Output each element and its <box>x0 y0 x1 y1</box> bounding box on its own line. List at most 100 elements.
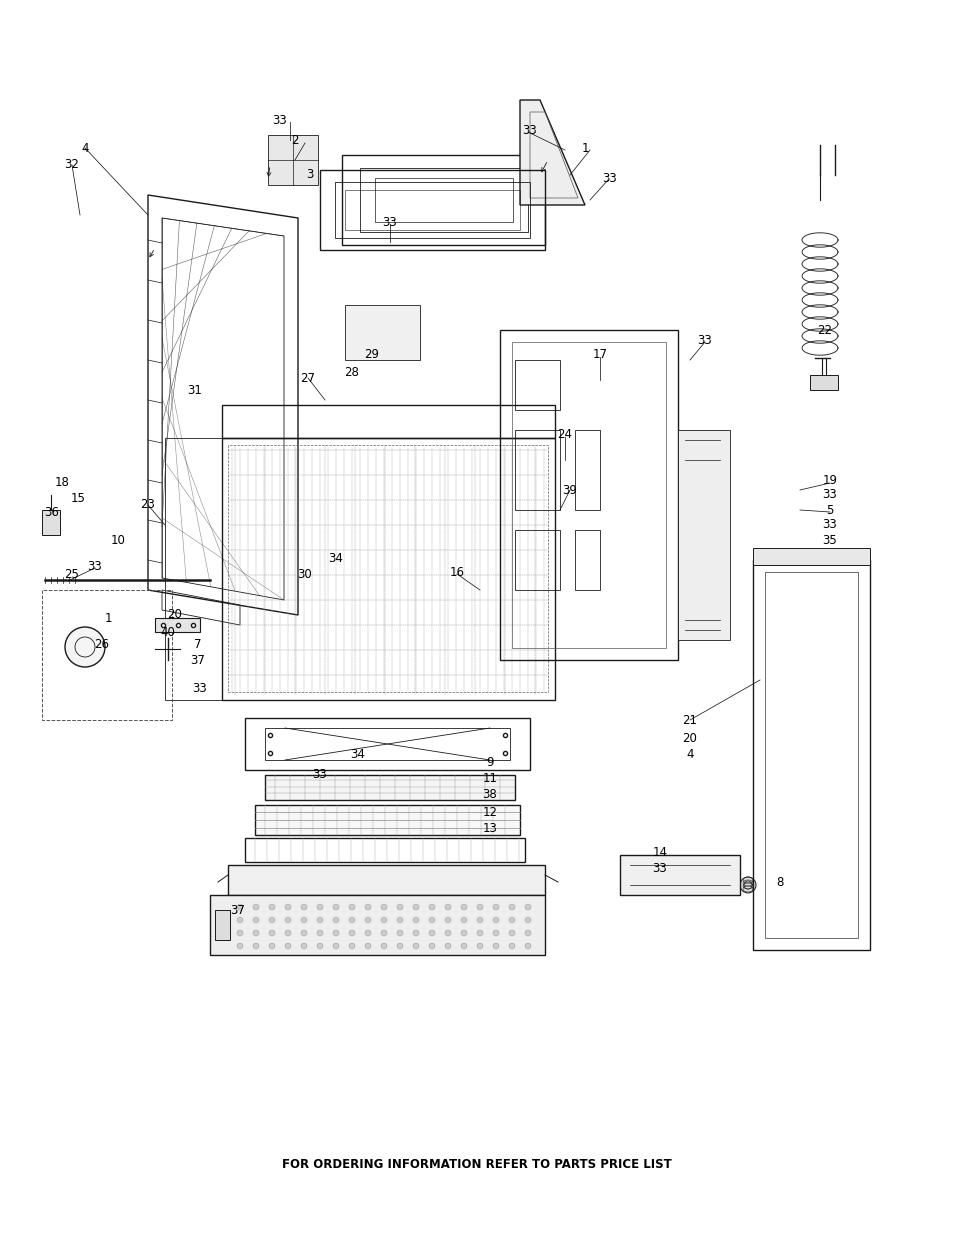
Text: 33: 33 <box>382 216 397 230</box>
Circle shape <box>524 904 531 910</box>
Circle shape <box>380 904 387 910</box>
Text: 4: 4 <box>81 142 89 154</box>
Text: 7: 7 <box>194 638 201 652</box>
Text: 25: 25 <box>65 568 79 582</box>
Text: 36: 36 <box>45 506 59 520</box>
Text: 33: 33 <box>313 768 327 782</box>
Polygon shape <box>752 548 869 564</box>
Text: 33: 33 <box>273 114 287 126</box>
Text: 1: 1 <box>580 142 588 154</box>
Circle shape <box>740 877 755 893</box>
Circle shape <box>316 930 323 936</box>
Text: 18: 18 <box>54 477 70 489</box>
Circle shape <box>285 918 291 923</box>
Text: 29: 29 <box>364 348 379 362</box>
Circle shape <box>269 918 274 923</box>
Circle shape <box>333 944 338 948</box>
Circle shape <box>460 904 467 910</box>
Text: 35: 35 <box>821 534 837 547</box>
Circle shape <box>349 918 355 923</box>
Circle shape <box>413 930 418 936</box>
Circle shape <box>301 918 307 923</box>
Circle shape <box>316 944 323 948</box>
Circle shape <box>365 918 371 923</box>
Circle shape <box>476 918 482 923</box>
Text: 30: 30 <box>297 568 312 582</box>
Circle shape <box>380 918 387 923</box>
Circle shape <box>349 944 355 948</box>
Text: 20: 20 <box>681 731 697 745</box>
Circle shape <box>301 930 307 936</box>
Polygon shape <box>809 375 837 390</box>
Polygon shape <box>42 510 60 535</box>
Text: 19: 19 <box>821 473 837 487</box>
Text: 33: 33 <box>522 124 537 137</box>
Circle shape <box>444 930 451 936</box>
Text: 40: 40 <box>160 625 175 638</box>
Circle shape <box>460 944 467 948</box>
Circle shape <box>460 930 467 936</box>
Text: 1: 1 <box>104 611 112 625</box>
Text: 3: 3 <box>306 168 314 182</box>
Circle shape <box>476 930 482 936</box>
Circle shape <box>396 904 402 910</box>
Text: 38: 38 <box>482 788 497 802</box>
Text: 27: 27 <box>300 372 315 384</box>
Circle shape <box>301 904 307 910</box>
Text: 20: 20 <box>168 609 182 621</box>
Circle shape <box>493 904 498 910</box>
Text: 13: 13 <box>482 821 497 835</box>
Circle shape <box>493 944 498 948</box>
Polygon shape <box>678 430 729 640</box>
Text: 28: 28 <box>344 366 359 378</box>
Circle shape <box>524 930 531 936</box>
Circle shape <box>333 904 338 910</box>
Circle shape <box>429 904 435 910</box>
Polygon shape <box>228 864 544 895</box>
Text: 16: 16 <box>449 566 464 578</box>
Circle shape <box>349 930 355 936</box>
Circle shape <box>509 930 515 936</box>
Circle shape <box>236 944 243 948</box>
Circle shape <box>285 944 291 948</box>
Polygon shape <box>268 135 317 185</box>
Circle shape <box>236 918 243 923</box>
Circle shape <box>285 904 291 910</box>
Circle shape <box>509 918 515 923</box>
Circle shape <box>509 904 515 910</box>
Text: 33: 33 <box>602 172 617 184</box>
Polygon shape <box>345 305 419 359</box>
Circle shape <box>65 627 105 667</box>
Polygon shape <box>254 805 519 835</box>
Text: 31: 31 <box>188 384 202 396</box>
Circle shape <box>380 930 387 936</box>
Circle shape <box>396 944 402 948</box>
Circle shape <box>365 904 371 910</box>
Circle shape <box>429 930 435 936</box>
Polygon shape <box>214 910 230 940</box>
Polygon shape <box>519 100 584 205</box>
Polygon shape <box>210 895 544 955</box>
Text: 32: 32 <box>65 158 79 170</box>
Circle shape <box>493 918 498 923</box>
Text: 5: 5 <box>825 504 833 516</box>
Text: 4: 4 <box>685 748 693 762</box>
Circle shape <box>476 904 482 910</box>
Polygon shape <box>154 618 200 632</box>
Circle shape <box>429 918 435 923</box>
Circle shape <box>413 904 418 910</box>
Circle shape <box>493 930 498 936</box>
Circle shape <box>476 944 482 948</box>
Text: 21: 21 <box>681 714 697 726</box>
Text: 10: 10 <box>111 534 125 547</box>
Text: 37: 37 <box>191 653 205 667</box>
Circle shape <box>444 918 451 923</box>
Text: 33: 33 <box>193 682 207 694</box>
Polygon shape <box>265 776 515 800</box>
Circle shape <box>396 918 402 923</box>
Text: 33: 33 <box>88 561 102 573</box>
Circle shape <box>253 918 258 923</box>
Text: 34: 34 <box>328 552 343 564</box>
Text: 24: 24 <box>557 429 572 441</box>
Circle shape <box>236 930 243 936</box>
